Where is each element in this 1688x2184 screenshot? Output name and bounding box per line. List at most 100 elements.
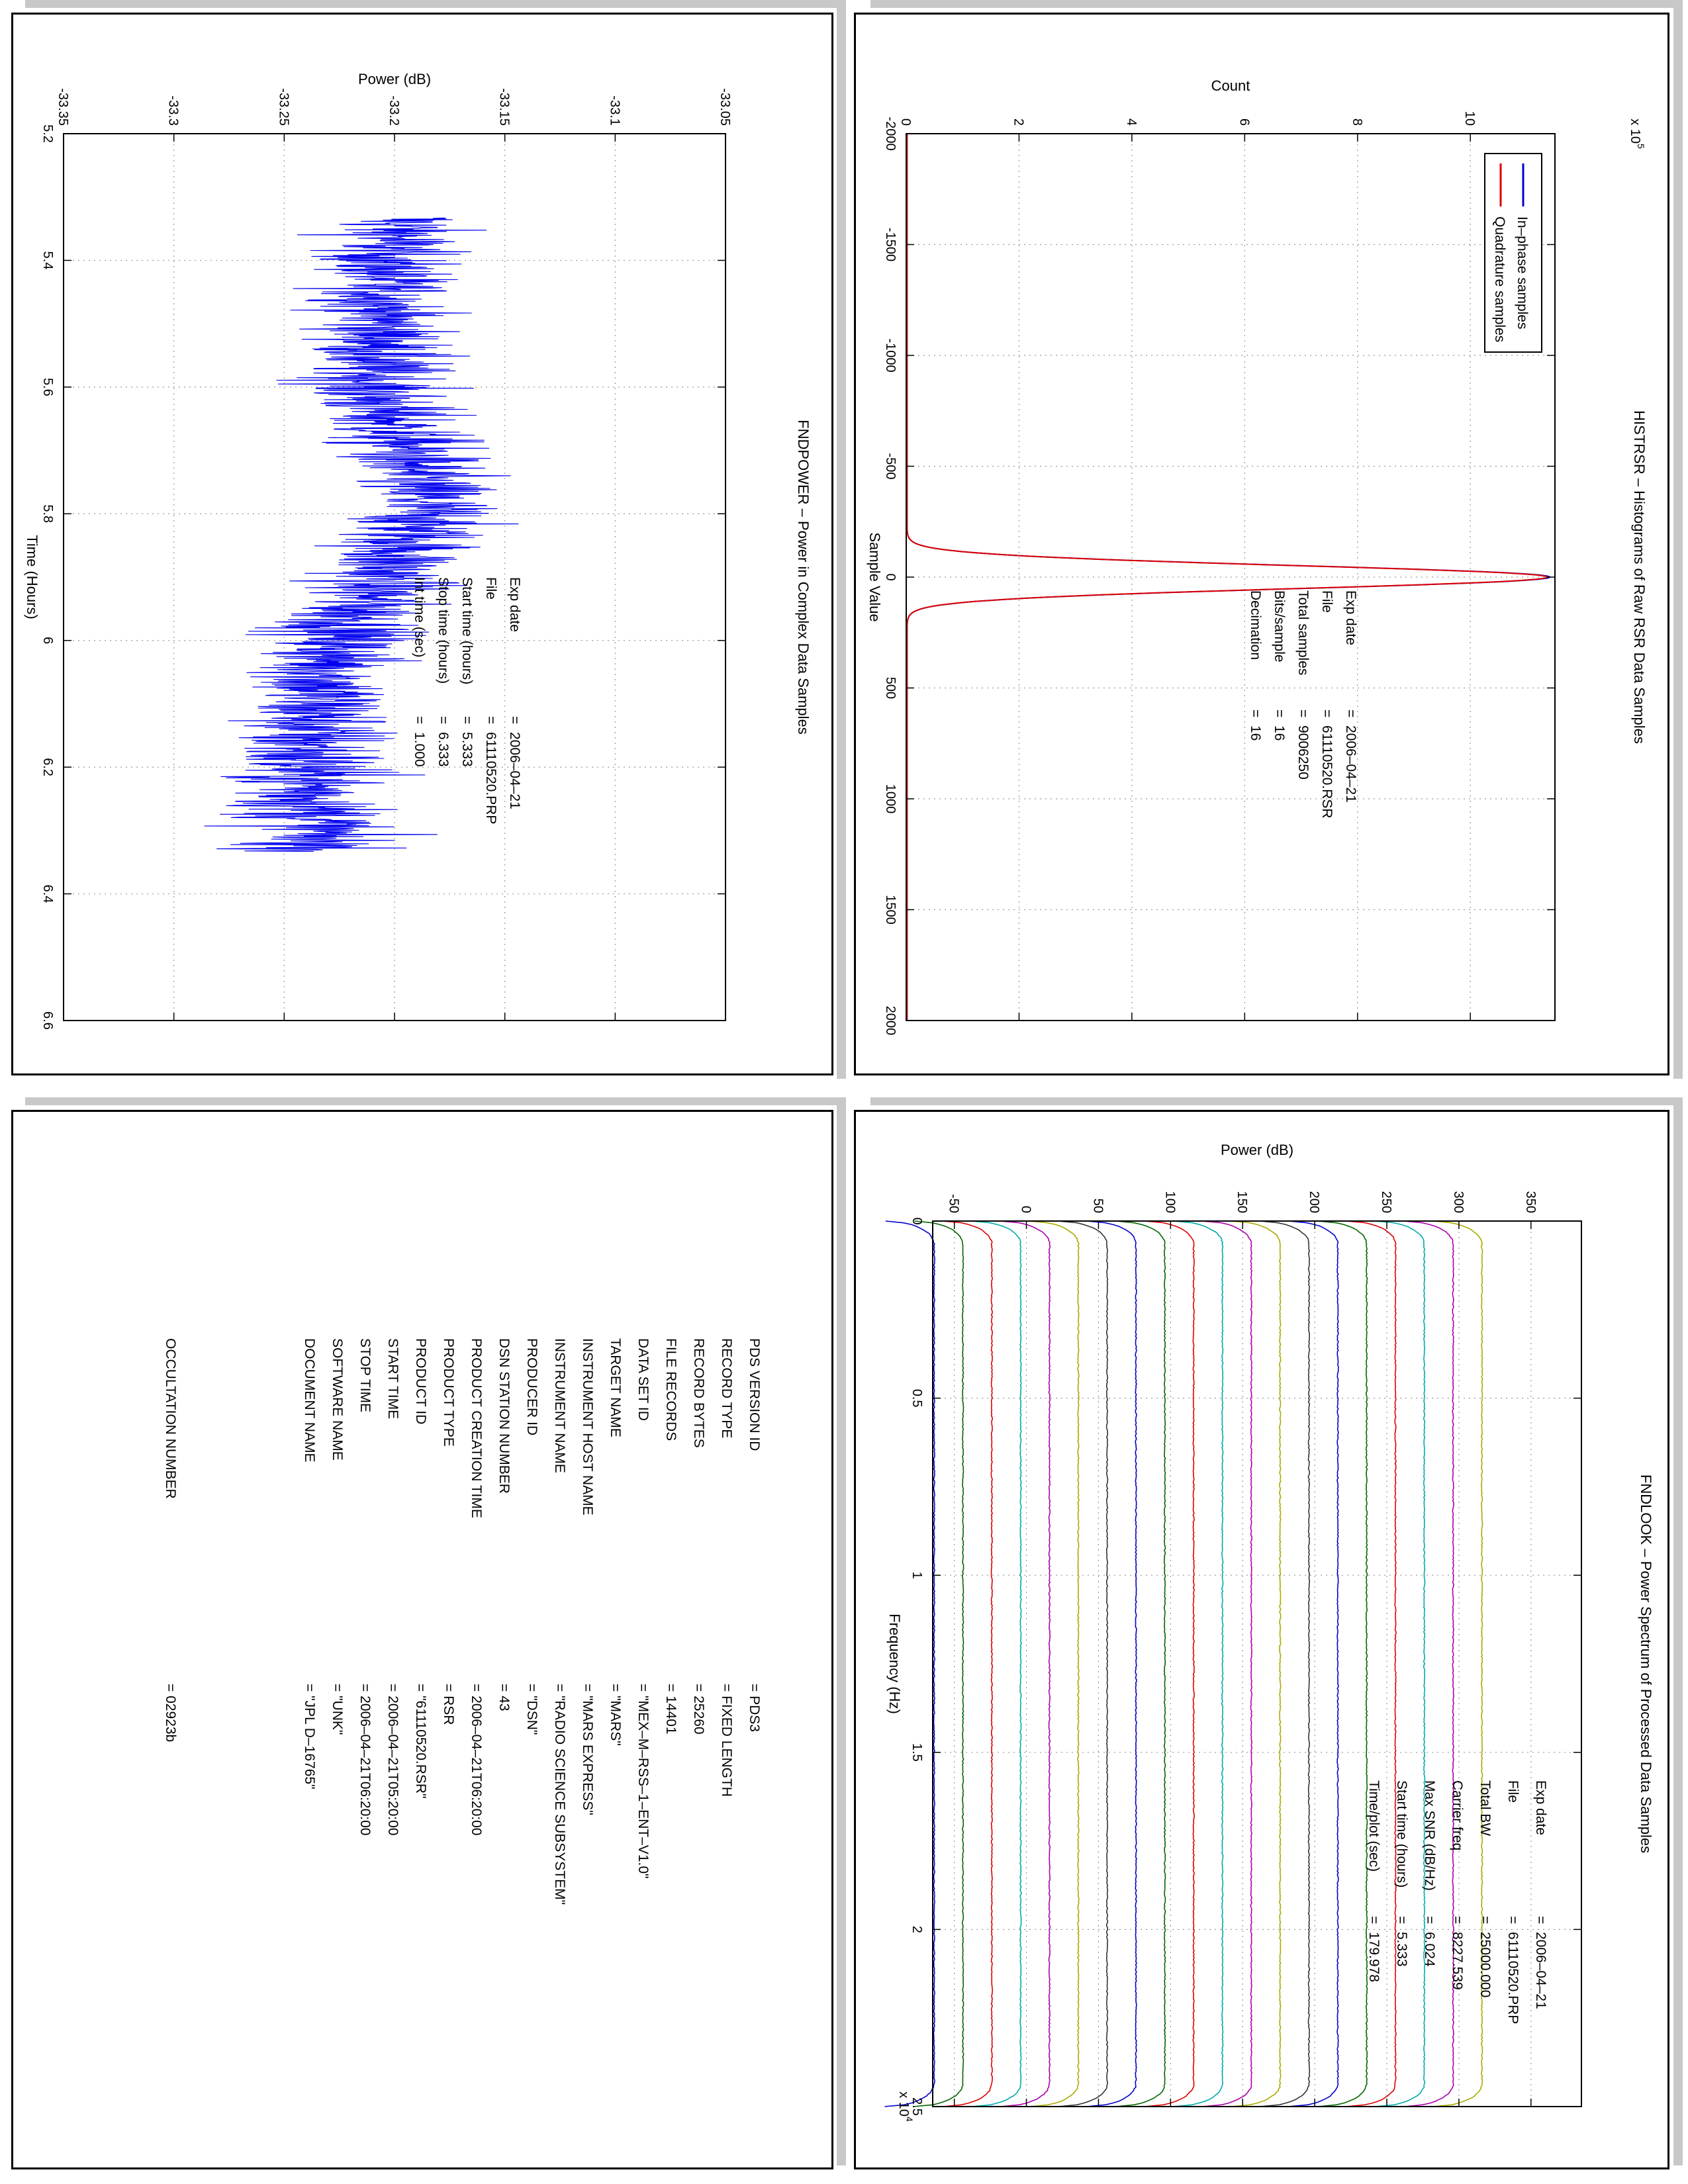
x-tick-label: 1.5	[910, 1743, 924, 1762]
panel-shadow	[1673, 1097, 1683, 2165]
annotation-value: 61110520.PRP	[483, 732, 498, 824]
x-tick-label: 5.6	[40, 378, 55, 396]
annotation-equals: =	[1343, 709, 1358, 717]
pds-label-row: INSTRUMENT HOST NAME = "MARS EXPRESS"	[573, 1338, 601, 2000]
x-tick-label: 2	[910, 1926, 924, 1933]
annotation-equals: =	[1366, 1916, 1382, 1924]
pds-label-row: PRODUCT ID = "61110520.RSR"	[406, 1338, 434, 2000]
annotation-value: 6.333	[436, 732, 451, 767]
annotation-label: Max SNR (dB/Hz)	[1422, 1780, 1437, 1891]
x-tick-label: 6.4	[40, 885, 55, 903]
spectrum-line-6	[1058, 1220, 1109, 2107]
pds-label-key: PRODUCT CREATION TIME	[469, 1338, 484, 1518]
annotation-label: Decimation	[1248, 590, 1263, 660]
fndpower-chart: 5.25.45.65.866.26.46.6 -33.35 -33.3 -33.25…	[24, 71, 812, 1030]
annotation-value: 1.000	[412, 732, 427, 767]
y-tick-label: -33.3	[166, 95, 181, 126]
pds-label-value: = 25260	[691, 1684, 706, 1735]
pds-label-row: DOCUMENT NAME = "JPL D–16765"	[295, 1338, 323, 2000]
pds-label-value: = "DSN"	[524, 1684, 539, 1735]
fndpower-panel: 5.2 5.4 5.6 5.8 6 6.2 6.4 6.6 -33.35 -33.3 -33.25…	[11, 13, 833, 1075]
pds-label-key: START TIME	[385, 1338, 400, 1420]
legend-label-inphase: In–phase samples	[1515, 216, 1530, 329]
y-tick-label: 350	[1523, 1191, 1538, 1213]
y-tick-label: -33.05	[718, 88, 732, 126]
legend-label-quadrature: Quadrature samples	[1492, 216, 1507, 342]
pds-label-key: OCCULTATION NUMBER	[163, 1338, 178, 1499]
annotation-value: 5.333	[459, 732, 475, 767]
x-axis-label: Frequency (Hz)	[886, 1614, 903, 1714]
chart-title: FNDPOWER – Power in Complex Data Samples	[795, 420, 812, 735]
x-axis-label: Sample Value	[867, 532, 883, 621]
annotation-label: Total BW	[1477, 1780, 1493, 1836]
pds-label-key: RECORD BYTES	[691, 1338, 706, 1448]
annotation-equals: =	[1319, 709, 1335, 717]
annotation-label: Total samples	[1295, 590, 1311, 675]
y-tick-label: 8	[1350, 118, 1364, 126]
pds-label-value: = "MARS"	[608, 1684, 623, 1746]
pds-label-row: PDS VERSION ID = PDS3	[740, 1338, 768, 2000]
pds-label-row: PRODUCT TYPE = RSR	[434, 1338, 462, 2000]
x-axis-label: Time (Hours)	[24, 535, 40, 619]
y-tick-label: 100	[1162, 1191, 1177, 1213]
pds-label-key: SOFTWARE NAME	[330, 1338, 345, 1461]
fndlook-chart: 0 0.5 1 1.5 2 2.5 -50 0 50 100 150 200 250 300 350 x …	[884, 1142, 1654, 2122]
annotation-label: Bits/sample	[1272, 590, 1287, 662]
annotation-equals: =	[1533, 1916, 1548, 1924]
x-tick-label: 500	[883, 677, 898, 699]
pds-label-row: RECORD TYPE = FIXED LENGTH	[712, 1338, 740, 2000]
panel-shadow	[25, 0, 837, 8]
panel-shadow	[837, 1097, 846, 2165]
annotation-label: File	[1505, 1780, 1521, 1803]
y-tick-label: 10	[1462, 111, 1477, 126]
pds-label-row: RECORD BYTES = 25260	[684, 1338, 712, 2000]
annotation-equals: =	[1505, 1916, 1521, 1924]
annotation-value: 16	[1272, 725, 1287, 741]
y-tick-label: -33.35	[56, 88, 70, 126]
spectrum-line-11	[1201, 1220, 1253, 2107]
spectrum-line-19	[1432, 1220, 1483, 2107]
x-tick-label: 5.4	[40, 251, 55, 270]
pds-label-key: PRODUCT TYPE	[441, 1338, 456, 1447]
x-tick-label: 2000	[883, 1006, 898, 1036]
annotation-value: 5.333	[1394, 1932, 1409, 1967]
pds-label-key: PDS VERSION ID	[747, 1338, 762, 1451]
spectrum-line-10	[1173, 1220, 1224, 2107]
x-tick-label: 6.6	[40, 1011, 55, 1030]
annotation-value: 25000.000	[1477, 1932, 1493, 1997]
x-tick-label: 1500	[883, 895, 898, 925]
legend-box	[1484, 153, 1542, 353]
pds-label-value: = 2006–04–21T05:20:00	[385, 1684, 400, 1836]
annotation-value: 16	[1248, 725, 1263, 741]
pds-label-row: DATA SET ID = "MEX–M–RSS–1–ENT–V1.0"	[629, 1338, 657, 2000]
x-tick-label: 5.2	[40, 124, 55, 143]
annotation-label: Start time (hours)	[459, 577, 475, 684]
spectrum-line-4	[1000, 1220, 1051, 2107]
annotation-equals: =	[1394, 1916, 1409, 1924]
chart-title: FNDLOOK – Power Spectrum of Processed Da…	[1638, 1475, 1654, 1853]
pds-label-value: = RSR	[441, 1684, 456, 1725]
panel-shadow	[870, 0, 1673, 8]
annotation-value: 61110520.PRP	[1505, 1932, 1521, 2024]
chart-title: HISTRSR – Histograms of Raw RSR Data Sam…	[1631, 410, 1648, 744]
power-series-line	[204, 217, 519, 852]
y-axis-label: Count	[1211, 77, 1250, 94]
spectrum-line-13	[1260, 1220, 1311, 2107]
y-tick-label: 200	[1307, 1191, 1321, 1213]
pds-label-key: FILE RECORDS	[663, 1338, 679, 1441]
spectrum-line-8	[1115, 1220, 1166, 2107]
spectrum-line-9	[1144, 1220, 1195, 2107]
x-tick-label: -1000	[883, 338, 898, 372]
x-tick-label: -1500	[883, 228, 898, 261]
x-tick-label: 1000	[883, 784, 898, 814]
panel-shadow	[837, 0, 846, 1079]
y-tick-label: 6	[1237, 118, 1251, 126]
x-tick-label: 0	[883, 573, 898, 580]
pds-label-row: STOP TIME = 2006–04–21T06:20:00	[351, 1338, 379, 2000]
annotation-value: 8227.539	[1450, 1932, 1465, 1990]
annotation-equals: =	[483, 716, 498, 724]
spectrum-line-2	[942, 1220, 994, 2107]
annotation-equals: =	[507, 716, 522, 724]
annotation-equals: =	[1272, 709, 1287, 717]
pds-label-key: INSTRUMENT NAME	[552, 1338, 567, 1473]
